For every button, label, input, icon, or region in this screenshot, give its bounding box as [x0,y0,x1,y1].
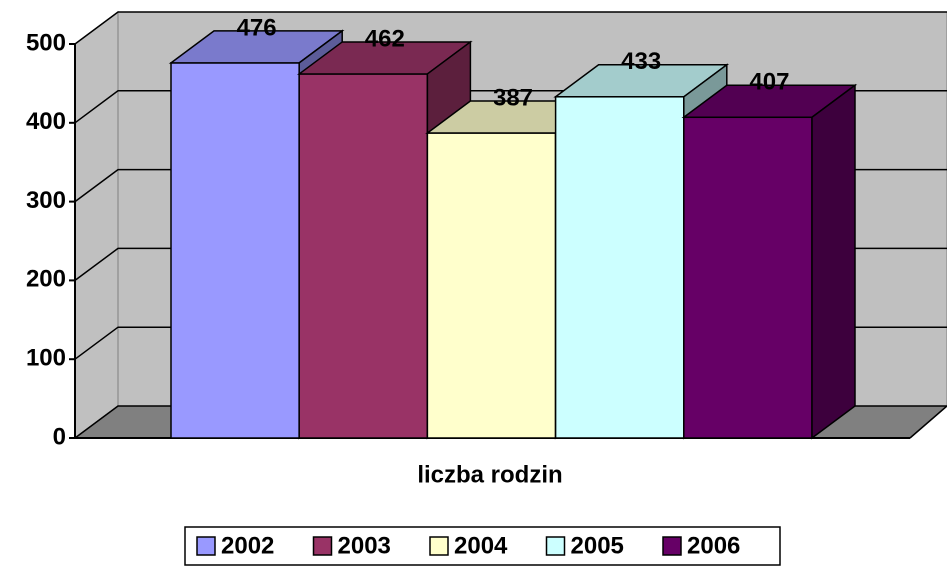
value-label: 407 [749,69,789,96]
legend-label: 2002 [221,532,274,559]
bar [683,116,813,439]
y-tick-label: 100 [26,345,66,372]
legend-label: 2003 [338,532,391,559]
y-tick-label: 300 [26,187,66,214]
y-tick-label: 500 [26,29,66,56]
y-tick-label: 200 [26,266,66,293]
bar [298,73,429,439]
legend-swatch [196,536,216,556]
bar [554,96,685,439]
bar [170,62,300,439]
value-label: 462 [365,25,405,52]
x-tick-label: liczba rodzin [417,461,562,488]
legend-swatch [429,536,449,556]
legend-swatch [662,536,682,556]
bar-side [811,83,856,440]
value-label: 476 [237,14,277,41]
legend-swatch [312,536,333,556]
side-wall [74,11,119,439]
value-label: 433 [621,48,661,75]
legend-swatch [545,536,566,556]
value-label: 387 [493,84,533,111]
bar [426,132,557,439]
legend-label: 2005 [571,532,624,559]
y-tick-label: 400 [26,108,66,135]
y-tick-label: 0 [53,423,66,450]
legend-label: 2006 [687,532,740,559]
x-axis-end [909,405,947,439]
grid-line [74,11,947,45]
legend-label: 2004 [454,532,508,559]
